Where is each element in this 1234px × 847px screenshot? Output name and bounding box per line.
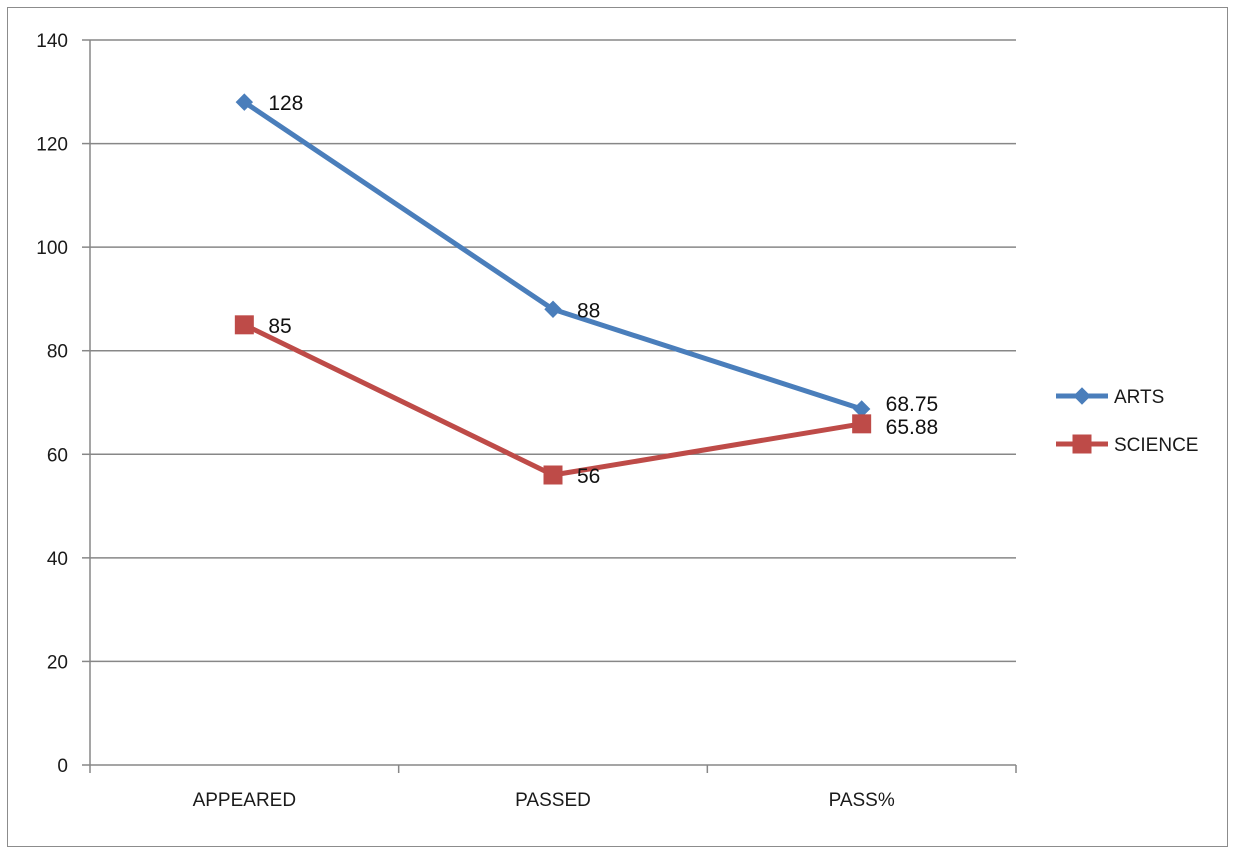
chart-frame (7, 7, 1228, 847)
series-line-science (241, 322, 865, 478)
y-tick-label: 100 (36, 238, 68, 259)
data-point-arts (544, 300, 562, 318)
series-layer: 128 88 68.75 85 56 65.88 (234, 92, 939, 488)
legend-marker-science (1072, 434, 1092, 454)
series-line-arts (241, 99, 865, 412)
data-point-science (543, 465, 563, 485)
x-axis-ticks: APPEARED PASSED PASS% (89, 765, 1017, 811)
data-point-science (852, 414, 872, 434)
y-tick-label: 120 (36, 135, 68, 156)
y-tick-label: 20 (47, 652, 68, 673)
legend-marker-arts (1073, 387, 1091, 405)
y-tick-label: 40 (47, 549, 68, 570)
axes (89, 40, 1016, 766)
x-tick-label: PASS% (829, 790, 895, 811)
legend-label-arts: ARTS (1114, 387, 1164, 408)
legend: ARTS SCIENCE (1056, 387, 1198, 456)
y-tick-label: 140 (36, 31, 68, 52)
data-label-science: 56 (577, 465, 600, 488)
data-point-science (234, 315, 254, 335)
gridlines (90, 39, 1016, 663)
line-chart: 0 20 40 60 80 100 120 140 APPEARED PASSED PASS% 1… (36, 31, 1198, 811)
series-science: 85 56 65.88 (234, 315, 939, 488)
x-tick-label: APPEARED (193, 790, 296, 811)
legend-label-science: SCIENCE (1114, 435, 1198, 456)
data-point-arts (235, 93, 254, 111)
data-label-arts: 68.75 (886, 393, 939, 416)
legend-item-arts: ARTS (1056, 387, 1164, 408)
data-label-arts: 128 (268, 92, 303, 115)
legend-item-science: SCIENCE (1056, 434, 1198, 456)
data-label-arts: 88 (577, 299, 600, 322)
y-axis-ticks: 0 20 40 60 80 100 120 140 (36, 31, 90, 777)
y-tick-label: 60 (47, 445, 68, 466)
x-tick-label: PASSED (515, 790, 591, 811)
data-label-science: 85 (268, 315, 291, 338)
data-label-science: 65.88 (886, 416, 939, 439)
y-tick-label: 80 (47, 342, 68, 363)
y-tick-label: 0 (57, 756, 68, 777)
series-arts: 128 88 68.75 (235, 92, 939, 418)
